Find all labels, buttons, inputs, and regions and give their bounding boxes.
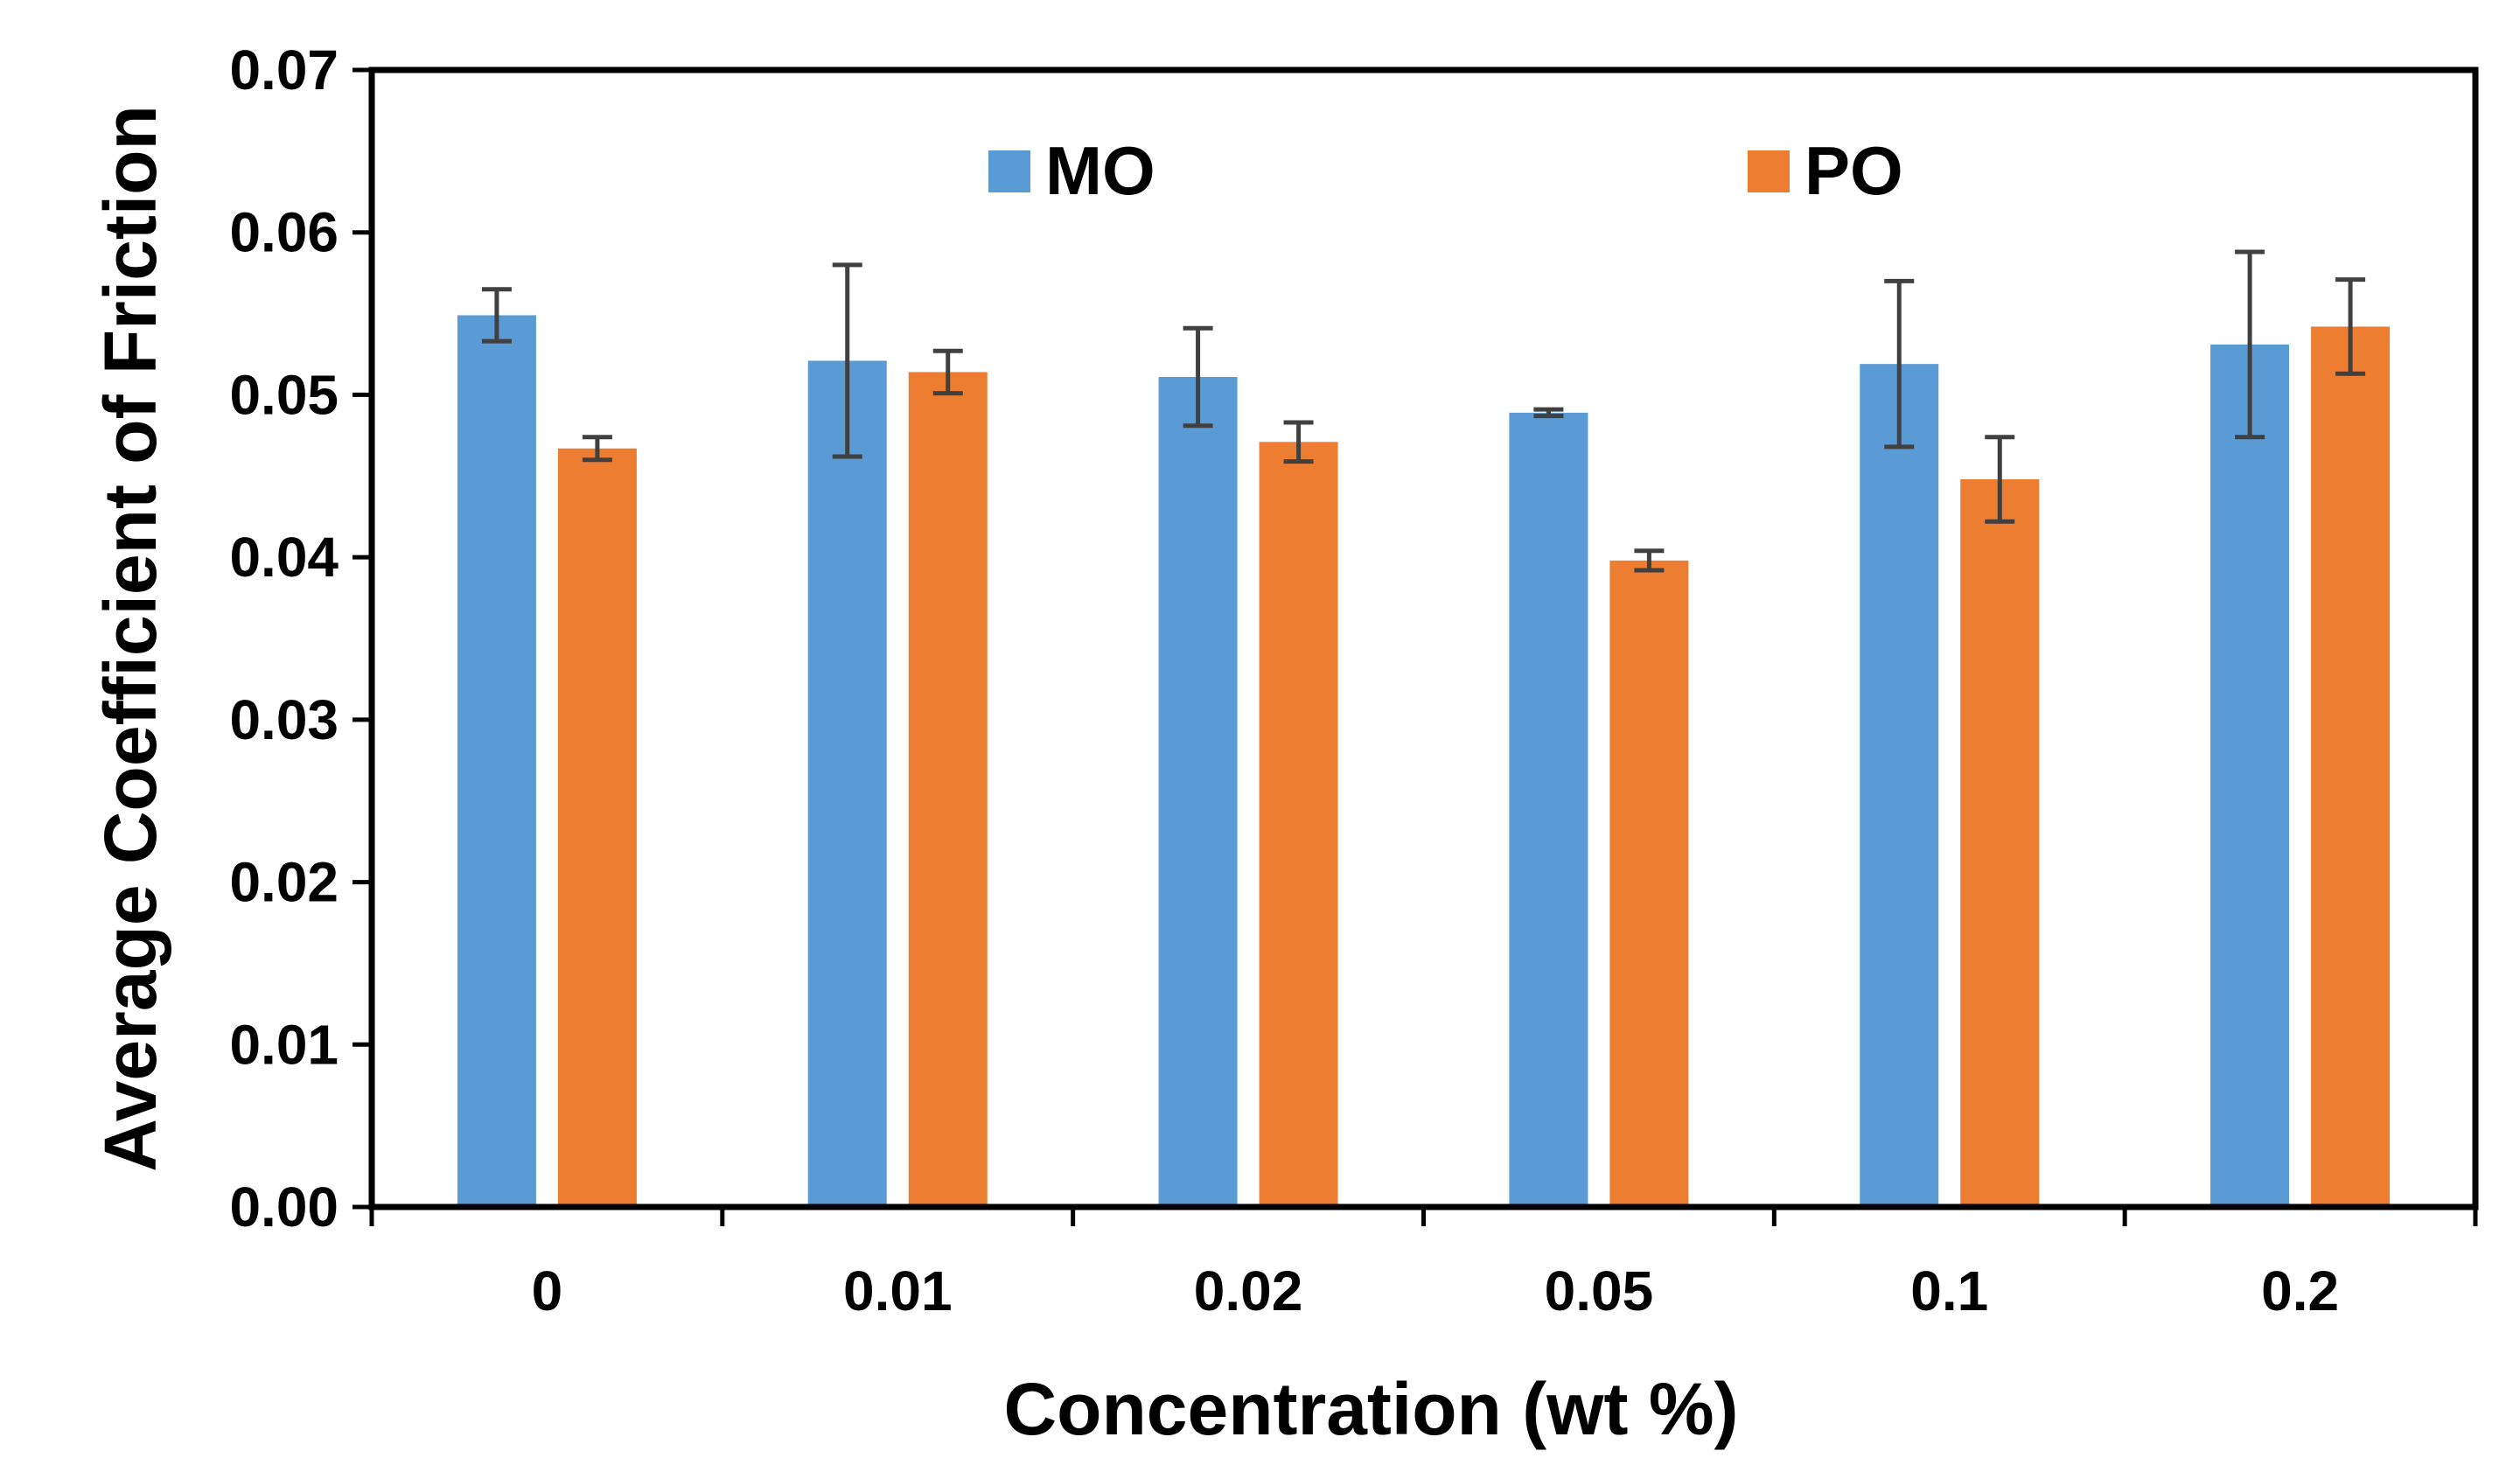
legend-swatch-mo (988, 150, 1030, 192)
legend-label-po: PO (1804, 132, 1903, 209)
bar-po-1 (908, 372, 988, 1207)
y-tick-label-7: 0.07 (229, 38, 339, 101)
y-tick-label-5: 0.05 (229, 363, 339, 426)
bar-mo-5 (2210, 344, 2290, 1207)
bar-mo-0 (457, 315, 536, 1207)
x-tick-label-3: 0.05 (1545, 1259, 1654, 1322)
x-tick-label-4: 0.1 (1910, 1259, 1988, 1322)
bar-mo-3 (1509, 412, 1588, 1207)
legend-swatch-po (1748, 150, 1790, 192)
plot-area: 0.00 0.01 0.02 0.03 0.04 0.05 0.06 0.07 0 0.01 0.0… (229, 38, 2479, 1322)
bar-po-2 (1259, 442, 1338, 1207)
y-tick-label-6: 0.06 (229, 201, 339, 264)
x-tick-label-0: 0 (532, 1259, 563, 1322)
x-tick-label-1: 0.01 (843, 1259, 953, 1322)
y-tick-label-1: 0.01 (229, 1013, 339, 1076)
y-tick-label-0: 0.00 (229, 1175, 339, 1238)
y-tick-label-3: 0.03 (229, 688, 339, 751)
y-tick-label-2: 0.02 (229, 851, 339, 914)
x-axis-title: Concentration (wt %) (1004, 1368, 1739, 1450)
bar-mo-4 (1860, 364, 1939, 1208)
bar-mo-1 (807, 360, 887, 1207)
bar-po-0 (557, 448, 637, 1207)
bar-po-4 (1960, 479, 2040, 1207)
bar-po-3 (1609, 560, 1689, 1207)
y-tick-label-4: 0.04 (229, 526, 339, 589)
bar-po-5 (2311, 326, 2391, 1207)
x-tick-label-2: 0.02 (1194, 1259, 1303, 1322)
bar-mo-2 (1158, 377, 1238, 1207)
plot-frame (368, 66, 2479, 1210)
legend-label-mo: MO (1045, 132, 1155, 209)
legend: MO PO (988, 132, 1903, 209)
x-tick-label-5: 0.2 (2261, 1259, 2339, 1322)
y-axis-title: Average Coefficient of Friction (89, 105, 171, 1172)
